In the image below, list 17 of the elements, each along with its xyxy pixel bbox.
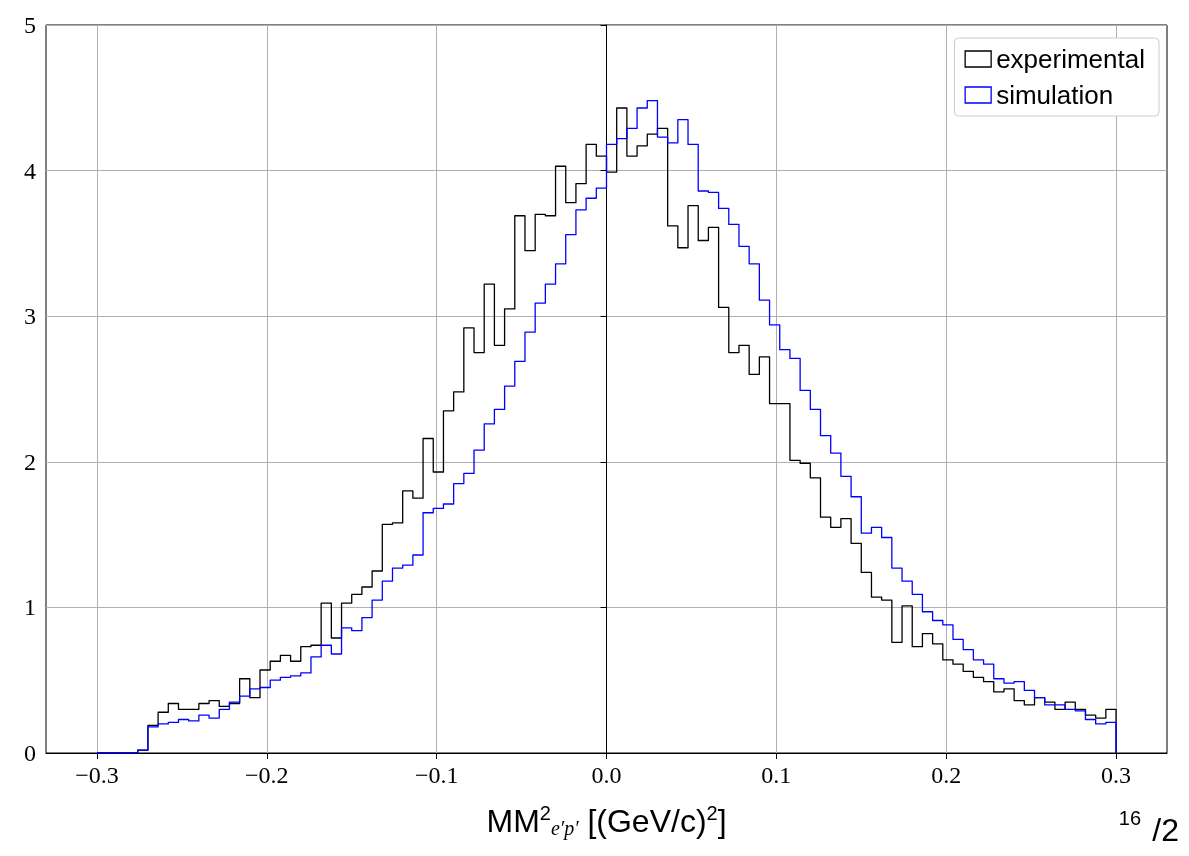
legend-label: experimental bbox=[996, 44, 1146, 74]
y-tick-label: 5 bbox=[24, 12, 36, 38]
x-tick-label: 0.2 bbox=[931, 762, 962, 788]
y-tick-label: 1 bbox=[24, 594, 36, 621]
y-tick-label: 2 bbox=[24, 448, 36, 475]
x-tick-label: −0.1 bbox=[414, 762, 459, 788]
y-tick-label: 0 bbox=[24, 740, 36, 766]
text: /2 bbox=[1152, 812, 1179, 848]
x-tick-label: 0.3 bbox=[1101, 762, 1132, 788]
x-tick-label: 0.0 bbox=[591, 762, 622, 788]
y-tick-label: 3 bbox=[24, 303, 36, 330]
x-tick-label: −0.2 bbox=[245, 762, 289, 788]
legend-label: simulation bbox=[996, 80, 1114, 110]
x-tick-label: 0.1 bbox=[761, 762, 792, 788]
x-tick-label: −0.3 bbox=[75, 762, 119, 788]
y-tick-label: 4 bbox=[24, 157, 36, 184]
text: 16 bbox=[1118, 807, 1141, 829]
